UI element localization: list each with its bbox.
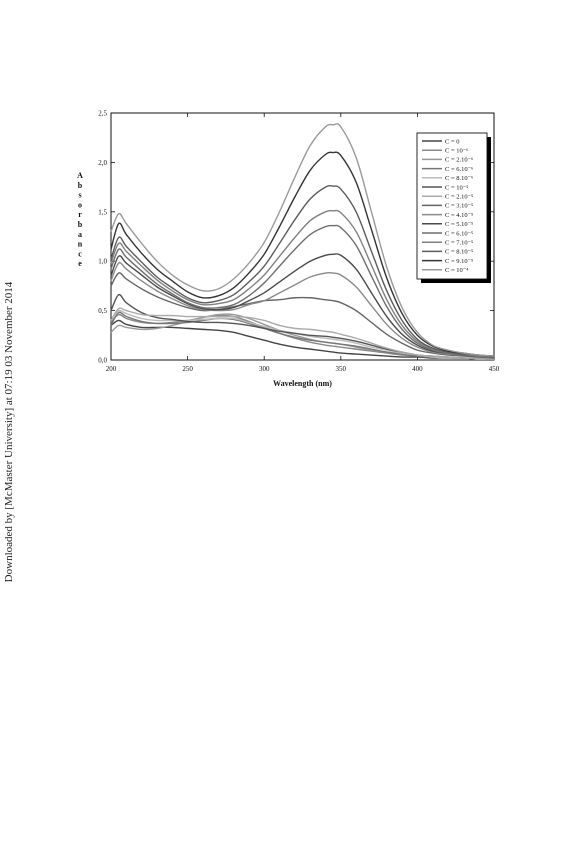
series-line-14 (110, 151, 495, 357)
series-line-7 (110, 307, 495, 360)
legend: C = 0 C = 10⁻⁶ C = 2.10⁻⁶ C = 6.10⁻⁶ C = 8.1… (416, 132, 491, 283)
legend-label: C = 7.10⁻⁵ (445, 240, 473, 247)
x-tick-label: 200 (106, 365, 117, 373)
x-tick-label: 400 (412, 365, 423, 373)
plot-frame (110, 112, 495, 361)
y-tick-label: 1,5 (98, 208, 107, 216)
legend-label: C = 2.10⁻⁶ (445, 157, 473, 164)
legend-label: C = 8.10⁻⁵ (445, 249, 473, 256)
legend-label: C = 4.10⁻⁵ (445, 212, 473, 219)
legend-label: C = 10⁻⁶ (445, 148, 468, 155)
y-tick-label: 2,5 (98, 110, 107, 118)
series-line-8 (110, 272, 495, 359)
plot-area: 200 250 300 350 400 450 0,0 0,5 1,0 1,5 2,0 2,5 Wave… (77, 110, 500, 389)
y-tick-label: 0,5 (98, 307, 107, 315)
x-axis-title: Wavelength (nm) (273, 379, 332, 388)
series-line-10 (110, 253, 495, 358)
x-tick-label: 450 (489, 365, 500, 373)
y-tick-label: 1,0 (98, 258, 107, 266)
series-line-11 (110, 224, 495, 358)
legend-label: C = 3.10⁻⁵ (445, 203, 473, 210)
x-tick-label: 300 (259, 365, 270, 373)
y-tick-label: 0,0 (98, 357, 107, 365)
legend-label: C = 6.10⁻⁵ (445, 230, 473, 237)
legend-label: C = 0 (445, 138, 460, 145)
legend-label: C = 2.10⁻⁵ (445, 194, 473, 201)
series-line-9 (110, 262, 495, 358)
legend-label: C = 5.10⁻⁵ (445, 221, 473, 228)
series-line-13 (110, 184, 495, 358)
x-tick-label: 350 (336, 365, 347, 373)
legend-label: C = 9.10⁻⁵ (445, 258, 473, 265)
x-tick-label: 250 (182, 365, 193, 373)
legend-label: C = 6.10⁻⁶ (445, 166, 473, 173)
legend-label: C = 10⁻⁵ (445, 184, 468, 191)
y-tick-label: 2,0 (98, 159, 107, 167)
legend-label: C = 8.10⁻⁶ (445, 175, 473, 182)
series-line-15 (110, 123, 495, 357)
legend-label: C = 10⁻⁴ (445, 267, 469, 274)
series-line-12 (110, 209, 495, 358)
